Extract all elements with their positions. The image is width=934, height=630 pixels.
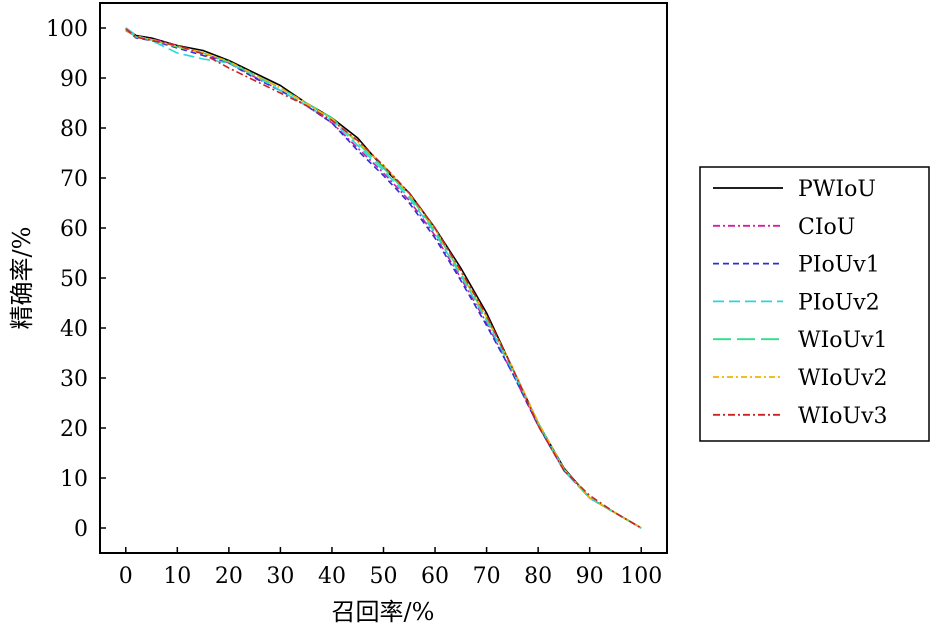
y-axis-label: 精确率/%	[8, 227, 36, 330]
x-tick-label: 60	[421, 564, 449, 589]
y-tick-label: 20	[60, 417, 88, 442]
legend-label-wiouv3: WIoUv3	[798, 404, 888, 429]
x-tick-label: 0	[119, 564, 133, 589]
legend-label-piouv1: PIoUv1	[798, 253, 880, 278]
series-line-pwiou	[125, 27, 642, 529]
series-line-wiouv3	[125, 28, 642, 529]
series-line-piouv2	[125, 27, 642, 529]
legend: PWIoU CIoU PIoUv1 PIoUv2 WIoUv1 WIoUv2 WIoUv3	[699, 166, 930, 442]
y-tick-label: 70	[60, 167, 88, 192]
x-tick-label: 90	[576, 564, 604, 589]
x-axis-label: 召回率/%	[332, 598, 435, 626]
y-tick-label: 50	[60, 267, 88, 292]
series-line-wiouv2	[125, 29, 642, 529]
x-tick-label: 40	[318, 564, 346, 589]
legend-label-piouv2: PIoUv2	[798, 290, 880, 315]
series-line-ciou	[125, 29, 642, 529]
y-tick-label: 100	[46, 17, 88, 42]
x-tick-label: 80	[524, 564, 552, 589]
x-tick-label: 10	[163, 564, 191, 589]
legend-label-pwiou: PWIoU	[798, 177, 876, 202]
x-tick-label: 70	[473, 564, 501, 589]
x-tick-label: 30	[266, 564, 294, 589]
y-tick-label: 0	[74, 517, 88, 542]
y-tick-label: 40	[60, 317, 88, 342]
y-tick-label: 10	[60, 467, 88, 492]
legend-label-wiouv2: WIoUv2	[798, 366, 888, 391]
series-line-piouv1	[125, 28, 642, 529]
series-line-wiouv1	[125, 28, 642, 529]
x-tick-label: 20	[215, 564, 243, 589]
y-tick-label: 30	[60, 367, 88, 392]
x-tick-label: 50	[370, 564, 398, 589]
legend-label-wiouv1: WIoUv1	[798, 328, 888, 353]
series-layer	[125, 27, 642, 529]
y-tick-label: 60	[60, 217, 88, 242]
y-tick-label: 80	[60, 117, 88, 142]
plot-area-frame	[99, 2, 668, 554]
legend-label-ciou: CIoU	[798, 215, 855, 240]
x-tick-label: 100	[620, 564, 662, 589]
legend-box	[699, 166, 930, 442]
axis-ticks: 0 10 20 30 40 50 60 70 80 90 100 0 10 20 30 40 50 60 70 80 9…	[46, 17, 662, 589]
y-tick-label: 90	[60, 67, 88, 92]
